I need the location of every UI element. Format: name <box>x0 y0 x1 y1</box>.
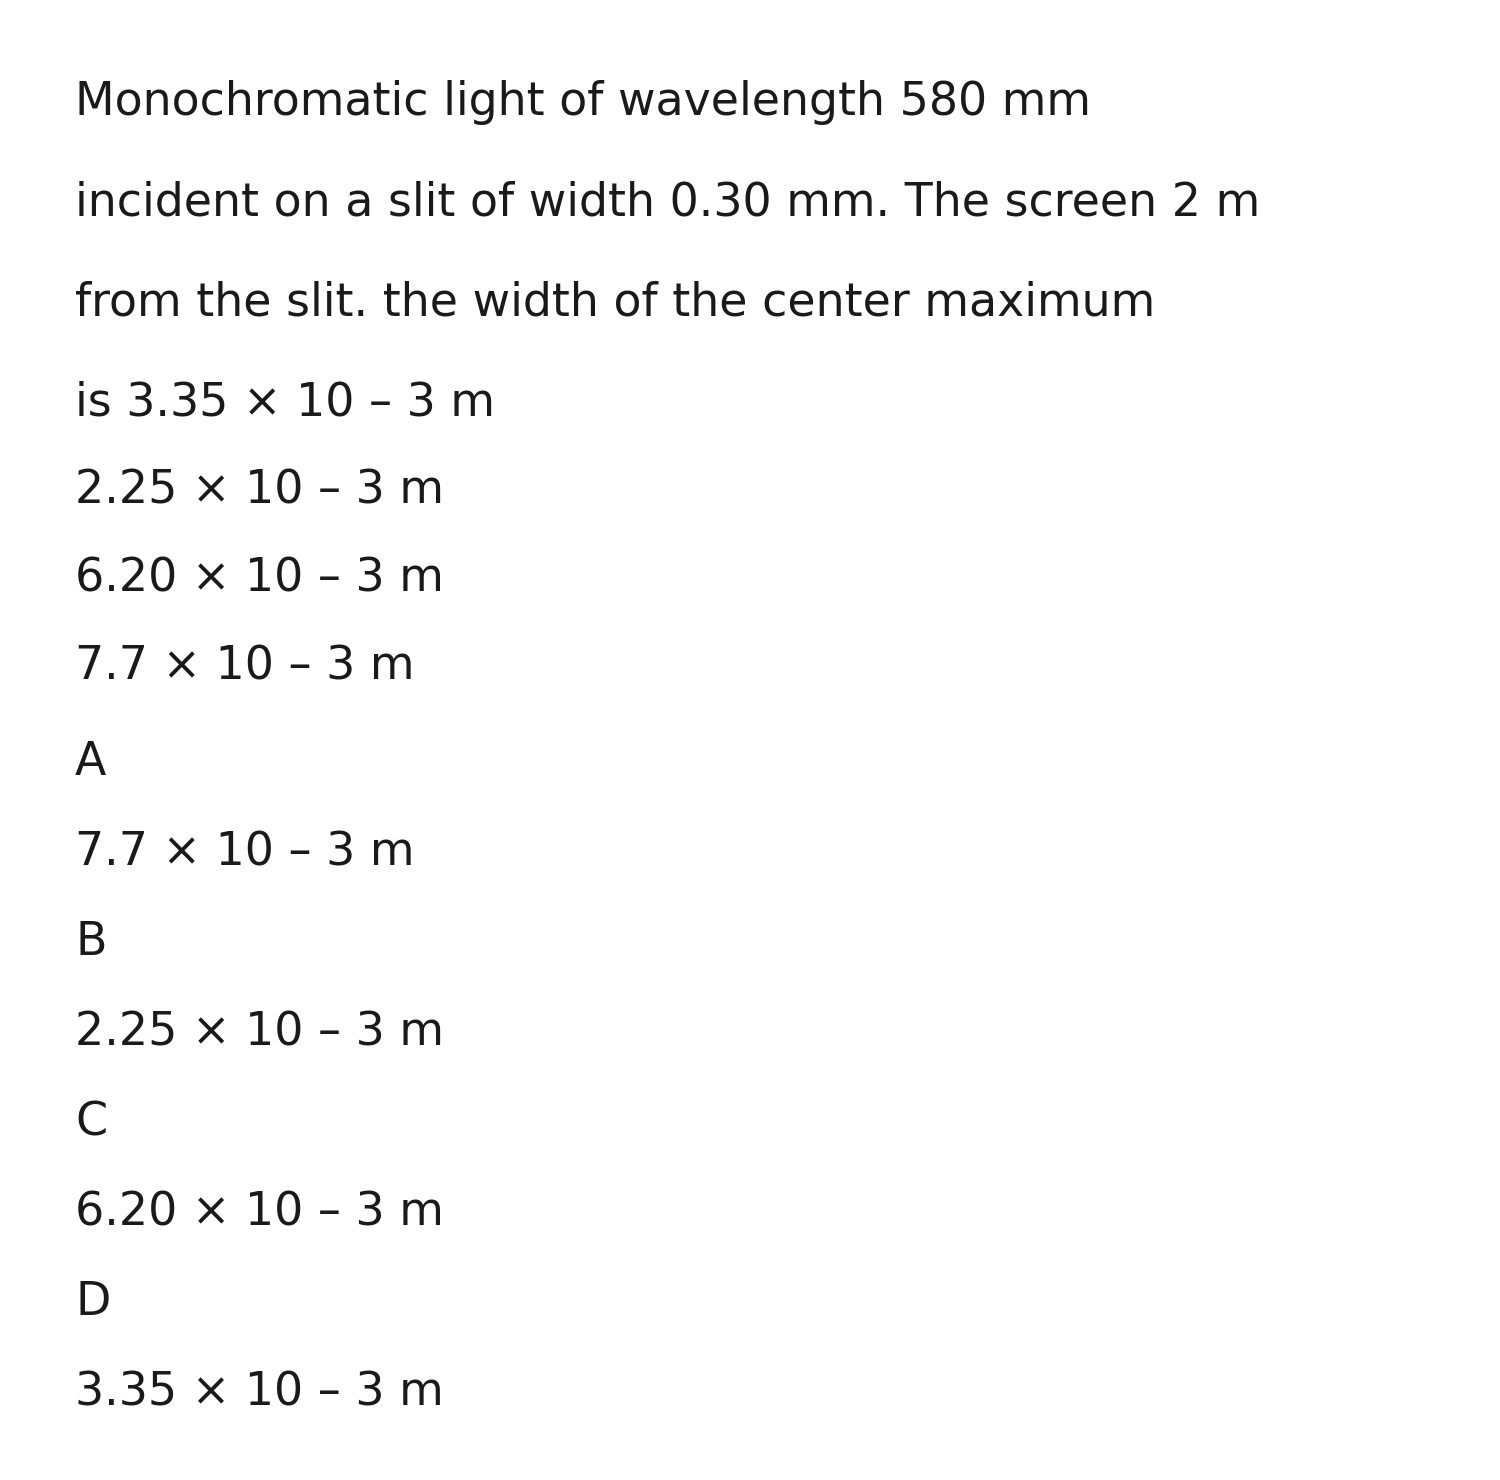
Text: 6.20 × 10 – 3 m: 6.20 × 10 – 3 m <box>75 556 444 601</box>
Text: incident on a slit of width 0.30 mm. The screen 2 m: incident on a slit of width 0.30 mm. The… <box>75 181 1260 225</box>
Text: 3.35 × 10 – 3 m: 3.35 × 10 – 3 m <box>75 1370 444 1415</box>
Text: A: A <box>75 740 106 784</box>
Text: 7.7 × 10 – 3 m: 7.7 × 10 – 3 m <box>75 830 414 875</box>
Text: B: B <box>75 921 106 965</box>
Text: Monochromatic light of wavelength 580 mm: Monochromatic light of wavelength 580 mm <box>75 80 1090 124</box>
Text: 6.20 × 10 – 3 m: 6.20 × 10 – 3 m <box>75 1190 444 1234</box>
Text: from the slit. the width of the center maximum: from the slit. the width of the center m… <box>75 280 1155 326</box>
Text: 2.25 × 10 – 3 m: 2.25 × 10 – 3 m <box>75 468 444 514</box>
Text: 7.7 × 10 – 3 m: 7.7 × 10 – 3 m <box>75 644 414 690</box>
Text: 2.25 × 10 – 3 m: 2.25 × 10 – 3 m <box>75 1009 444 1055</box>
Text: is 3.35 × 10 – 3 m: is 3.35 × 10 – 3 m <box>75 380 495 425</box>
Text: C: C <box>75 1100 106 1146</box>
Text: D: D <box>75 1280 111 1325</box>
